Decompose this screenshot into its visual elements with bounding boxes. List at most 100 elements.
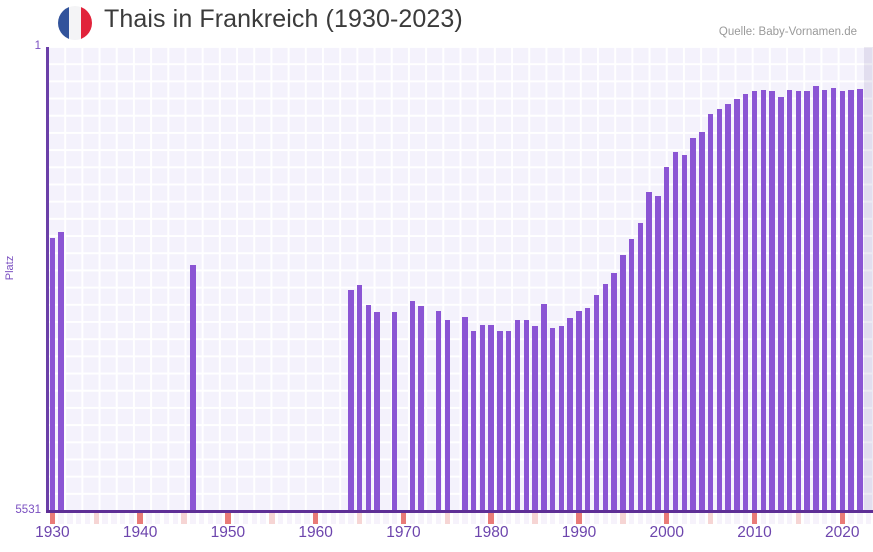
bar-1967[interactable] <box>374 312 380 511</box>
bar-1931[interactable] <box>58 231 64 511</box>
bar-2008[interactable] <box>734 98 740 511</box>
x-axis-label-1990: 1990 <box>561 524 597 541</box>
bar-2005[interactable] <box>707 114 714 511</box>
bar-1975[interactable] <box>444 320 451 511</box>
bar-1996[interactable] <box>628 239 635 511</box>
bar-1978[interactable] <box>470 331 477 511</box>
x-tick-1985 <box>532 513 538 524</box>
bar-1977[interactable] <box>462 317 468 511</box>
bar-2019[interactable] <box>830 88 837 511</box>
bar-1994[interactable] <box>611 273 617 511</box>
bar-2011[interactable] <box>760 89 766 511</box>
bar-1989[interactable] <box>567 317 573 511</box>
x-tick-1990 <box>576 513 582 524</box>
x-tick-2012 <box>769 513 775 524</box>
bar-2000[interactable] <box>664 166 670 511</box>
bar-2009[interactable] <box>743 93 749 511</box>
y-axis-line <box>46 47 49 512</box>
x-tick-2013 <box>778 513 784 524</box>
bar-1946[interactable] <box>190 265 196 511</box>
x-axis-label-2000: 2000 <box>649 524 684 541</box>
bar-1930[interactable] <box>49 238 56 511</box>
x-tick-1938 <box>119 513 126 524</box>
bar-2004[interactable] <box>699 131 705 511</box>
bar-1987[interactable] <box>549 328 556 511</box>
x-tick-1975 <box>444 513 451 524</box>
bar-2007[interactable] <box>725 103 731 511</box>
x-tick-2021 <box>848 513 854 524</box>
x-tick-2018 <box>822 513 828 524</box>
bar-2015[interactable] <box>795 91 802 511</box>
bar-2016[interactable] <box>804 91 810 511</box>
x-tick-1998 <box>646 513 652 524</box>
bar-1972[interactable] <box>418 306 424 511</box>
x-tick-1984 <box>523 513 530 524</box>
source-attribution: Quelle: Baby-Vornamen.de <box>718 26 857 38</box>
bar-1991[interactable] <box>585 307 591 511</box>
x-axis-label-1950: 1950 <box>210 524 246 541</box>
x-axis-label-2020: 2020 <box>825 524 860 541</box>
bar-1981[interactable] <box>497 330 503 511</box>
bar-1988[interactable] <box>558 326 565 511</box>
x-tick-1970 <box>400 513 407 524</box>
x-tick-1941 <box>146 513 152 524</box>
x-tick-1987 <box>549 513 556 524</box>
bar-2014[interactable] <box>786 89 793 511</box>
bar-1999[interactable] <box>655 196 661 511</box>
bar-1979[interactable] <box>479 325 486 511</box>
x-tick-1986 <box>541 513 547 524</box>
bar-1974[interactable] <box>435 311 442 511</box>
bar-1992[interactable] <box>593 295 600 511</box>
y-axis-max-label: 1 <box>34 40 41 52</box>
bar-1964[interactable] <box>348 290 354 511</box>
bar-1982[interactable] <box>506 330 512 511</box>
france-flag-icon <box>58 6 92 40</box>
bar-1998[interactable] <box>646 192 652 511</box>
bar-1980[interactable] <box>488 325 494 511</box>
bar-2020[interactable] <box>839 90 845 511</box>
x-tick-2001 <box>672 513 679 524</box>
bar-1983[interactable] <box>514 319 521 511</box>
x-tick-1961 <box>321 513 328 524</box>
x-tick-2011 <box>760 513 766 524</box>
x-tick-1935 <box>93 513 99 524</box>
bar-2012[interactable] <box>769 90 775 511</box>
bar-2003[interactable] <box>690 137 696 511</box>
x-axis-line <box>46 510 873 513</box>
bar-2022[interactable] <box>857 88 863 511</box>
x-tick-1947 <box>198 513 205 524</box>
plot-area <box>48 47 873 511</box>
bar-1966[interactable] <box>365 304 372 511</box>
bar-1995[interactable] <box>620 255 626 511</box>
x-tick-2010 <box>751 513 758 524</box>
x-tick-2005 <box>707 513 714 524</box>
bar-1985[interactable] <box>532 326 538 511</box>
bar-1986[interactable] <box>541 303 547 511</box>
bar-1971[interactable] <box>409 301 415 511</box>
x-tick-1991 <box>585 513 591 524</box>
bar-1990[interactable] <box>576 311 582 511</box>
x-tick-1981 <box>497 513 503 524</box>
x-tick-1939 <box>128 513 135 524</box>
bar-1993[interactable] <box>602 284 609 511</box>
x-tick-1964 <box>348 513 354 524</box>
x-tick-2008 <box>734 513 740 524</box>
x-tick-1951 <box>233 513 240 524</box>
bar-2013[interactable] <box>778 97 784 511</box>
bar-2021[interactable] <box>848 89 854 511</box>
bar-2002[interactable] <box>681 155 688 511</box>
bar-2006[interactable] <box>716 109 723 511</box>
bar-1969[interactable] <box>391 312 398 511</box>
bar-1965[interactable] <box>356 285 363 511</box>
bar-2018[interactable] <box>822 89 828 511</box>
bar-1997[interactable] <box>637 223 644 511</box>
x-tick-1999 <box>655 513 661 524</box>
bar-1984[interactable] <box>523 319 530 511</box>
x-tick-1943 <box>163 513 170 524</box>
bar-2017[interactable] <box>813 85 819 511</box>
bar-2010[interactable] <box>751 91 758 511</box>
x-tick-1966 <box>365 513 372 524</box>
x-tick-2009 <box>743 513 749 524</box>
x-tick-1953 <box>251 513 257 524</box>
bar-2001[interactable] <box>672 151 679 511</box>
